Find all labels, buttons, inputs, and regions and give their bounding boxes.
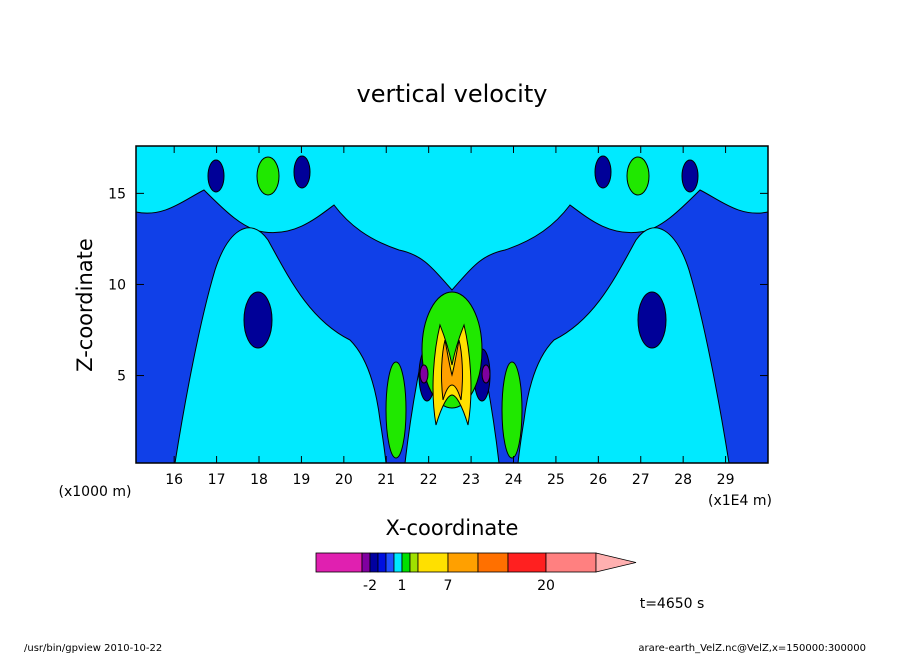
y-tick-label: 5: [117, 369, 126, 385]
x-tick-label: 20: [335, 472, 353, 488]
colorbar-label: -2: [363, 578, 377, 594]
x-axis-label: X-coordinate: [386, 516, 519, 540]
colorbar-segment: [369, 552, 379, 573]
magenta-spot: [481, 364, 491, 384]
orange-core: [441, 339, 463, 401]
green-patch: [256, 156, 280, 196]
time-label: t=4650 s: [640, 596, 705, 612]
colorbar-segment: [447, 552, 479, 573]
x-tick-label: 19: [293, 472, 311, 488]
magenta-spot: [419, 364, 429, 384]
plot-frame: [135, 145, 769, 464]
footer-left: /usr/bin/gpview 2010-10-22: [24, 643, 162, 654]
cyan-region-left: [174, 227, 387, 463]
x-tick-label: 17: [208, 472, 226, 488]
dark-blue-patch: [681, 159, 699, 193]
colorbar: -2 1 7 20: [315, 552, 637, 594]
colorbar-label: 7: [444, 578, 453, 594]
colorbar-segment: [409, 552, 419, 573]
green-patch: [385, 361, 407, 459]
x-tick-label: 27: [632, 472, 650, 488]
colorbar-segment: [377, 552, 387, 573]
x-axis-ticks: 16 17 18 19 20 21 22 23 24 25 26 27 28 29: [165, 146, 734, 488]
x-tick-label: 22: [420, 472, 438, 488]
green-patch: [626, 156, 650, 196]
footer-right: arare-earth_VelZ.nc@VelZ,x=150000:300000: [638, 643, 866, 654]
colorbar-segment: [545, 552, 597, 573]
y-axis-ticks: 5 10 15: [108, 186, 768, 385]
y-axis-label: Z-coordinate: [73, 238, 97, 372]
colorbar-segment: [361, 552, 371, 573]
colorbar-label: 20: [537, 578, 555, 594]
colorbar-arrow: [595, 552, 637, 573]
colorbar-segment: [385, 552, 395, 573]
colorbar-label: 1: [398, 578, 407, 594]
colorbar-segment: [315, 552, 363, 573]
x-tick-label: 21: [377, 472, 395, 488]
y-axis-unit: (x1000 m): [59, 484, 132, 500]
x-tick-label: 16: [165, 472, 183, 488]
dark-blue-patch: [207, 159, 225, 193]
dark-blue-patch: [243, 291, 273, 349]
y-tick-label: 10: [108, 277, 126, 293]
chart-title: vertical velocity: [357, 80, 548, 108]
colorbar-segment: [393, 552, 403, 573]
cyan-region-top: [136, 146, 768, 291]
x-tick-label: 18: [250, 472, 268, 488]
x-tick-label: 26: [589, 472, 607, 488]
colorbar-segment: [401, 552, 411, 573]
x-axis-unit: (x1E4 m): [708, 493, 772, 509]
x-tick-label: 29: [717, 472, 735, 488]
x-tick-label: 23: [462, 472, 480, 488]
colorbar-segment: [507, 552, 547, 573]
cyan-region-right: [517, 227, 730, 463]
x-tick-label: 28: [674, 472, 692, 488]
green-patch: [501, 361, 523, 459]
colorbar-segment: [417, 552, 449, 573]
dark-blue-patch: [293, 155, 311, 189]
x-tick-label: 24: [505, 472, 523, 488]
plot-area: [136, 146, 768, 463]
dark-blue-patch: [637, 291, 667, 349]
colorbar-segment: [477, 552, 509, 573]
x-tick-label: 25: [547, 472, 565, 488]
dark-blue-patch: [594, 155, 612, 189]
y-tick-label: 15: [108, 186, 126, 202]
